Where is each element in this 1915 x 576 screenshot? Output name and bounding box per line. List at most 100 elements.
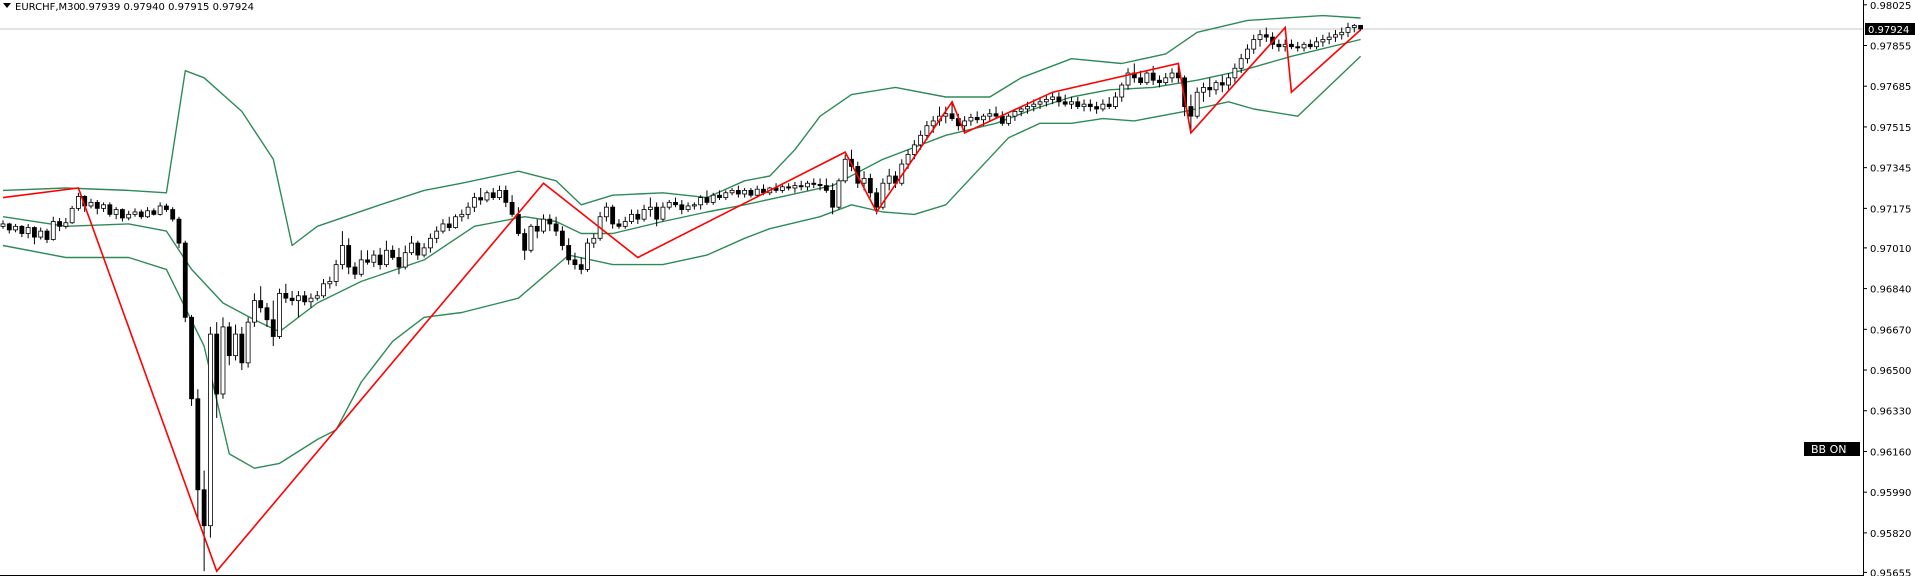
candle [610, 204, 616, 229]
candle-body [968, 116, 974, 122]
candle [867, 173, 873, 198]
candle-body [390, 249, 396, 258]
candle-body [874, 192, 880, 208]
candle-body [1226, 77, 1231, 86]
candle-body [120, 209, 125, 219]
candle-body [377, 254, 383, 266]
candle-body [126, 213, 132, 219]
candle-body [321, 283, 326, 297]
candle-body [289, 297, 295, 301]
candle [1219, 75, 1225, 93]
candle [69, 205, 75, 224]
candle [132, 208, 138, 217]
candle-body [101, 204, 106, 209]
candle [164, 203, 169, 212]
candle [528, 223, 534, 253]
candle-body [302, 295, 308, 303]
candle [390, 245, 396, 260]
candle [138, 209, 144, 220]
candle [654, 202, 660, 227]
candle [346, 238, 352, 275]
candle-body [189, 316, 194, 400]
price-tick-label: 0.96160 [1870, 447, 1911, 458]
candle-body [949, 113, 955, 119]
candle-body [1301, 43, 1307, 49]
candle-body [427, 237, 433, 249]
candle [647, 197, 653, 217]
price-tick-label: 0.97685 [1870, 82, 1911, 93]
candle-body [44, 230, 50, 240]
candle [321, 279, 326, 299]
candle [126, 210, 132, 221]
candle [786, 183, 792, 191]
candle-body [113, 209, 119, 215]
candle [101, 202, 106, 212]
candle-body [1201, 87, 1206, 93]
candle [541, 214, 546, 234]
bb-status-label: BB ON [1811, 443, 1846, 456]
price-tick-label: 0.95655 [1870, 568, 1911, 576]
candle-body [208, 333, 213, 527]
chevron-down-icon[interactable] [3, 3, 11, 8]
candle-body [622, 221, 628, 227]
candle-body [339, 245, 345, 266]
candle-body [239, 333, 245, 364]
candle-body [1245, 48, 1250, 60]
candle-body [698, 197, 704, 206]
candle-body [660, 206, 666, 220]
candle-body [170, 209, 176, 220]
candle-body [1351, 24, 1357, 28]
symbol-label: EURCHF,M30 [15, 2, 80, 13]
candle-body [13, 225, 18, 231]
candle [409, 235, 414, 256]
candle [415, 240, 421, 260]
candle-body [1289, 43, 1294, 48]
candle [1326, 32, 1332, 45]
candle-body [1276, 43, 1282, 48]
candle-body [308, 297, 314, 303]
candle-body [220, 326, 226, 395]
candle-body [176, 218, 182, 244]
candle-body [434, 230, 440, 239]
candle-body [629, 213, 634, 222]
candle [993, 106, 999, 119]
candle [534, 219, 540, 239]
price-tick-label: 0.96670 [1870, 325, 1911, 336]
candle [566, 238, 572, 265]
candle [987, 108, 993, 121]
candle [434, 226, 440, 244]
bollinger-lower-band [2, 55, 1362, 469]
candle [107, 202, 113, 217]
candle [717, 190, 722, 200]
candle [1062, 94, 1068, 107]
candle-body [201, 489, 207, 527]
candle [402, 245, 408, 270]
candle [1194, 87, 1200, 119]
bb-status-box[interactable]: BB ON [1804, 442, 1860, 456]
candle-body [779, 186, 785, 191]
price-tick-label: 0.97855 [1870, 42, 1911, 53]
candle-body [817, 184, 823, 187]
candle [1301, 41, 1307, 52]
candle-body [19, 225, 25, 234]
candle [1201, 82, 1206, 102]
candle [1295, 41, 1301, 52]
candle-body [258, 300, 264, 309]
candle [252, 293, 257, 327]
candle-body [585, 242, 590, 270]
candle-body [515, 213, 521, 234]
candle-body [32, 227, 37, 238]
candle-body [440, 223, 446, 232]
candle-body [1188, 106, 1194, 117]
candle-body [138, 211, 144, 218]
price-tick-label: 0.97345 [1870, 164, 1911, 175]
candle [1006, 113, 1012, 126]
bollinger-middle-band [2, 38, 1361, 333]
candle [735, 185, 741, 198]
candle [239, 326, 245, 371]
candle-body [132, 211, 138, 215]
price-tick-label: 0.96840 [1870, 285, 1911, 296]
candle-body [214, 333, 220, 395]
candle-body [1232, 67, 1238, 79]
